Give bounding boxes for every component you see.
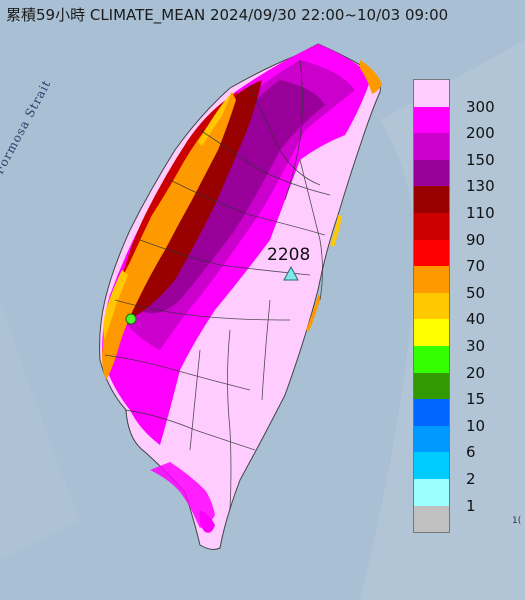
legend-label: 10 [466, 416, 486, 435]
legend-swatch [414, 319, 449, 346]
legend-swatch [414, 452, 449, 479]
green-dot-marker [125, 313, 137, 325]
legend-swatch [414, 345, 449, 373]
legend-label: 70 [466, 257, 486, 276]
legend-swatch [414, 399, 449, 426]
legend-label: 15 [466, 390, 486, 409]
map-title: 累積59小時 CLIMATE_MEAN 2024/09/30 22:00~10/… [6, 6, 449, 24]
legend-swatch [414, 478, 449, 506]
legend-label: 130 [466, 177, 495, 196]
legend-label: 2 [466, 470, 476, 488]
legend-swatch [414, 159, 449, 187]
legend-swatch [414, 239, 449, 267]
legend-label: 90 [466, 230, 486, 249]
legend-label: 1 [466, 496, 476, 515]
legend-swatch [414, 372, 449, 400]
legend-label: 20 [466, 363, 486, 382]
legend-swatch [414, 292, 449, 320]
legend-swatch [414, 80, 449, 107]
legend-label: 300 [466, 97, 495, 116]
legend-label: 200 [466, 124, 495, 143]
corner-fragment-label: 1( [512, 516, 522, 526]
legend-swatch [414, 106, 449, 134]
legend-swatch [414, 505, 449, 533]
peak-value-label: 2208 [267, 245, 311, 265]
legend-label: 6 [466, 443, 476, 462]
legend-swatch [414, 266, 449, 293]
color-legend [413, 79, 450, 534]
legend-swatch [414, 425, 449, 453]
legend-label: 110 [466, 204, 495, 222]
legend-label: 50 [466, 283, 486, 302]
legend-label: 150 [466, 150, 495, 169]
legend-label: 40 [466, 310, 486, 329]
peak-station-marker [283, 265, 299, 281]
legend-swatch [414, 133, 449, 160]
legend-swatch [414, 186, 449, 213]
legend-label: 30 [466, 337, 486, 355]
legend-swatch [414, 212, 449, 240]
